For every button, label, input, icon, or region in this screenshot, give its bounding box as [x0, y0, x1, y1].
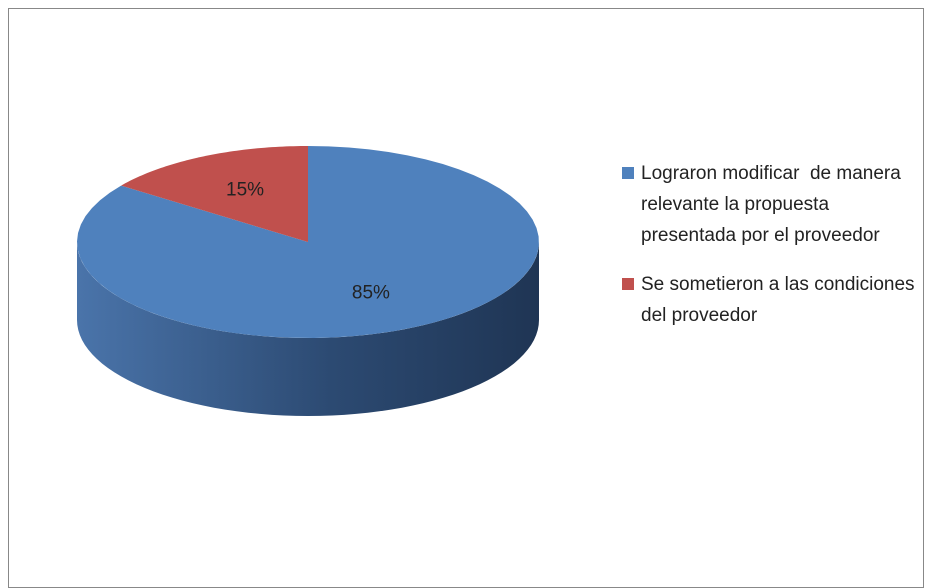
data-label: 15%	[226, 180, 264, 201]
data-label: 85%	[352, 282, 390, 303]
legend-label: Se sometieron a las condiciones del prov…	[641, 274, 920, 326]
legend-swatch	[622, 167, 634, 179]
pie-slice	[121, 146, 309, 242]
legend-label: Lograron modificar de manera relevante l…	[641, 163, 907, 246]
chart: 85% 15%	[77, 146, 539, 416]
legend-swatch	[622, 278, 634, 290]
pie-side	[77, 242, 539, 416]
page: {"chart_data": {"type": "pie", "categori…	[8, 8, 924, 588]
legend: Lograron modificar de manera relevante l…	[622, 158, 917, 349]
legend-entry: Lograron modificar de manera relevante l…	[622, 158, 917, 251]
pie-slice	[77, 146, 539, 338]
legend-entry: Se sometieron a las condiciones del prov…	[622, 269, 917, 331]
